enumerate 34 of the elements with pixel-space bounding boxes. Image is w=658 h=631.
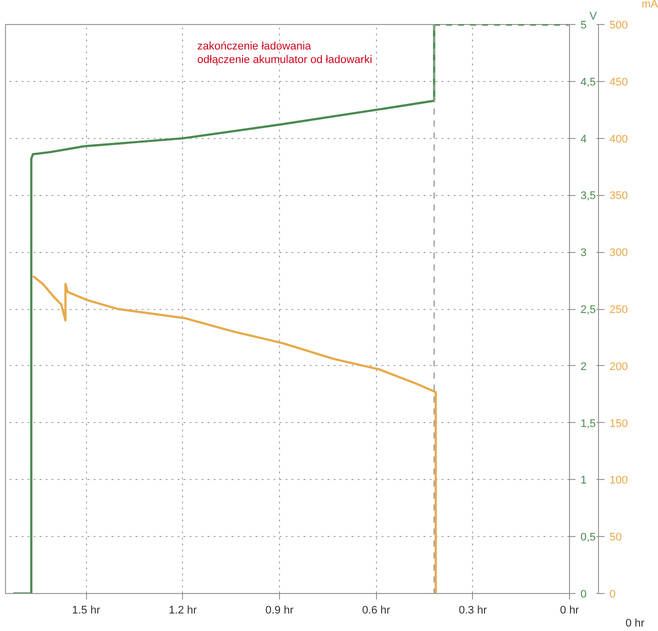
- y2-tick-label: 400: [610, 133, 628, 146]
- y-tick-label: 3,5: [580, 190, 596, 202]
- y-axis-title: V: [590, 10, 598, 22]
- y2-tick-label: 300: [610, 247, 628, 260]
- y2-tick-label: 100: [610, 474, 628, 487]
- y-tick-label: 4,5: [580, 76, 596, 88]
- y2-tick-label: 350: [610, 190, 628, 202]
- y-tick-label: 2: [580, 360, 587, 373]
- y-tick-label: 1: [580, 474, 587, 487]
- y2-tick-label: 500: [610, 20, 628, 32]
- y-tick-label: 5: [580, 20, 587, 32]
- y-tick-label: 4: [580, 133, 587, 146]
- x-tick-label: 0.9 hr: [265, 604, 294, 616]
- y2-tick-label: 150: [610, 418, 628, 430]
- y2-tick-label: 250: [610, 304, 628, 316]
- x-tick-label: 1.5 hr: [72, 604, 100, 616]
- x-tick-label: 0.3 hr: [458, 604, 488, 616]
- y-tick-label: 0: [580, 588, 587, 600]
- y-tick-label: 2,5: [580, 304, 596, 316]
- y-tick-label: 1,5: [580, 418, 596, 430]
- line-series: [32, 274, 437, 594]
- y-tick-label: 3: [580, 247, 587, 260]
- x-tick-label: 0.6 hr: [362, 604, 391, 616]
- x-tick-label: 0 hr: [560, 604, 580, 616]
- x-tick-label: 1.2 hr: [168, 604, 198, 616]
- annotation: odłączenie akumulator od ładowarki: [197, 54, 372, 66]
- y2-tick-label: 0: [610, 588, 616, 600]
- text: 0 hr: [626, 618, 645, 630]
- y2-axis-title: mA: [642, 0, 658, 10]
- y2-tick-label: 50: [610, 532, 622, 544]
- y2-tick-label: 200: [610, 360, 628, 373]
- annotation: zakończenie ładowania: [197, 40, 312, 52]
- y-tick-label: 0,5: [580, 532, 596, 544]
- y2-tick-label: 450: [610, 76, 628, 88]
